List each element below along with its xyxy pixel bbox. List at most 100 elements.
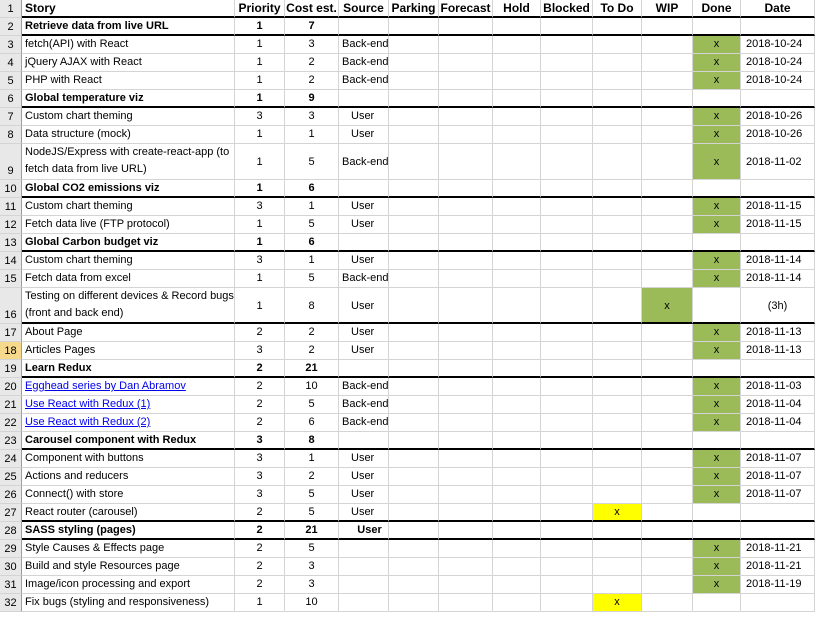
row-header-8[interactable]: 8: [0, 126, 22, 144]
cell-date-row-14[interactable]: 2018-11-14: [741, 252, 815, 270]
cell-priority-row-11[interactable]: 3: [235, 198, 285, 216]
cell-forecast-row-12[interactable]: [439, 216, 493, 234]
cell-date-row-2[interactable]: [741, 18, 815, 36]
cell-date-row-21[interactable]: 2018-11-04: [741, 396, 815, 414]
column-header-todo[interactable]: To Do: [593, 0, 642, 18]
cell-cost-row-4[interactable]: 2: [285, 54, 339, 72]
cell-hold-row-13[interactable]: [493, 234, 541, 252]
cell-done-row-9[interactable]: x: [693, 144, 741, 180]
row-header-24[interactable]: 24: [0, 450, 22, 468]
cell-story-row-5[interactable]: PHP with React: [22, 72, 235, 90]
cell-priority-row-14[interactable]: 3: [235, 252, 285, 270]
cell-wip-row-15[interactable]: [642, 270, 693, 288]
cell-story-row-27[interactable]: React router (carousel): [22, 504, 235, 522]
cell-parking-row-23[interactable]: [389, 432, 439, 450]
cell-story-row-3[interactable]: fetch(API) with React: [22, 36, 235, 54]
cell-forecast-row-6[interactable]: [439, 90, 493, 108]
cell-wip-row-27[interactable]: [642, 504, 693, 522]
cell-parking-row-27[interactable]: [389, 504, 439, 522]
row-header-13[interactable]: 13: [0, 234, 22, 252]
cell-cost-row-17[interactable]: 2: [285, 324, 339, 342]
cell-story-row-13[interactable]: Global Carbon budget viz: [22, 234, 235, 252]
cell-forecast-row-24[interactable]: [439, 450, 493, 468]
column-header-cost[interactable]: Cost est.: [285, 0, 339, 18]
cell-date-row-6[interactable]: [741, 90, 815, 108]
cell-wip-row-18[interactable]: [642, 342, 693, 360]
cell-todo-row-9[interactable]: [593, 144, 642, 180]
cell-priority-row-2[interactable]: 1: [235, 18, 285, 36]
cell-date-row-16[interactable]: (3h): [741, 288, 815, 324]
row-header-12[interactable]: 12: [0, 216, 22, 234]
cell-blocked-row-32[interactable]: [541, 594, 593, 612]
column-header-priority[interactable]: Priority: [235, 0, 285, 18]
cell-date-row-23[interactable]: [741, 432, 815, 450]
cell-blocked-row-9[interactable]: [541, 144, 593, 180]
cell-story-row-4[interactable]: jQuery AJAX with React: [22, 54, 235, 72]
cell-todo-row-20[interactable]: [593, 378, 642, 396]
cell-forecast-row-7[interactable]: [439, 108, 493, 126]
cell-blocked-row-21[interactable]: [541, 396, 593, 414]
cell-source-row-14[interactable]: User: [339, 252, 389, 270]
cell-blocked-row-16[interactable]: [541, 288, 593, 324]
cell-priority-row-6[interactable]: 1: [235, 90, 285, 108]
cell-blocked-row-26[interactable]: [541, 486, 593, 504]
cell-cost-row-27[interactable]: 5: [285, 504, 339, 522]
row-header-3[interactable]: 3: [0, 36, 22, 54]
row-header-14[interactable]: 14: [0, 252, 22, 270]
cell-date-row-24[interactable]: 2018-11-07: [741, 450, 815, 468]
cell-parking-row-4[interactable]: [389, 54, 439, 72]
cell-cost-row-19[interactable]: 21: [285, 360, 339, 378]
cell-done-row-4[interactable]: x: [693, 54, 741, 72]
column-header-source[interactable]: Source: [339, 0, 389, 18]
cell-parking-row-25[interactable]: [389, 468, 439, 486]
cell-source-row-17[interactable]: User: [339, 324, 389, 342]
cell-hold-row-4[interactable]: [493, 54, 541, 72]
cell-date-row-8[interactable]: 2018-10-26: [741, 126, 815, 144]
cell-wip-row-24[interactable]: [642, 450, 693, 468]
cell-forecast-row-22[interactable]: [439, 414, 493, 432]
cell-story-row-23[interactable]: Carousel component with Redux: [22, 432, 235, 450]
cell-source-row-32[interactable]: [339, 594, 389, 612]
row-header-20[interactable]: 20: [0, 378, 22, 396]
row-header-2[interactable]: 2: [0, 18, 22, 36]
cell-priority-row-8[interactable]: 1: [235, 126, 285, 144]
cell-forecast-row-11[interactable]: [439, 198, 493, 216]
cell-date-row-30[interactable]: 2018-11-21: [741, 558, 815, 576]
cell-done-row-10[interactable]: [693, 180, 741, 198]
cell-hold-row-18[interactable]: [493, 342, 541, 360]
cell-done-row-29[interactable]: x: [693, 540, 741, 558]
cell-blocked-row-27[interactable]: [541, 504, 593, 522]
cell-date-row-13[interactable]: [741, 234, 815, 252]
cell-todo-row-7[interactable]: [593, 108, 642, 126]
cell-priority-row-25[interactable]: 3: [235, 468, 285, 486]
cell-story-row-22[interactable]: Use React with Redux (2): [22, 414, 235, 432]
row-header-31[interactable]: 31: [0, 576, 22, 594]
cell-parking-row-24[interactable]: [389, 450, 439, 468]
cell-source-row-4[interactable]: Back-end: [339, 54, 389, 72]
cell-story-row-29[interactable]: Style Causes & Effects page: [22, 540, 235, 558]
cell-date-row-18[interactable]: 2018-11-13: [741, 342, 815, 360]
cell-done-row-23[interactable]: [693, 432, 741, 450]
cell-hold-row-11[interactable]: [493, 198, 541, 216]
cell-cost-row-5[interactable]: 2: [285, 72, 339, 90]
row-header-32[interactable]: 32: [0, 594, 22, 612]
cell-source-row-8[interactable]: User: [339, 126, 389, 144]
cell-cost-row-9[interactable]: 5: [285, 144, 339, 180]
cell-story-row-8[interactable]: Data structure (mock): [22, 126, 235, 144]
cell-done-row-2[interactable]: [693, 18, 741, 36]
cell-done-row-26[interactable]: x: [693, 486, 741, 504]
cell-priority-row-17[interactable]: 2: [235, 324, 285, 342]
cell-forecast-row-19[interactable]: [439, 360, 493, 378]
story-link[interactable]: Use React with Redux (1): [25, 398, 151, 410]
cell-todo-row-30[interactable]: [593, 558, 642, 576]
cell-cost-row-29[interactable]: 5: [285, 540, 339, 558]
cell-parking-row-9[interactable]: [389, 144, 439, 180]
cell-priority-row-15[interactable]: 1: [235, 270, 285, 288]
cell-todo-row-21[interactable]: [593, 396, 642, 414]
cell-done-row-19[interactable]: [693, 360, 741, 378]
column-header-blocked[interactable]: Blocked: [541, 0, 593, 18]
cell-cost-row-28[interactable]: 21: [285, 522, 339, 540]
cell-todo-row-17[interactable]: [593, 324, 642, 342]
cell-priority-row-29[interactable]: 2: [235, 540, 285, 558]
cell-priority-row-32[interactable]: 1: [235, 594, 285, 612]
